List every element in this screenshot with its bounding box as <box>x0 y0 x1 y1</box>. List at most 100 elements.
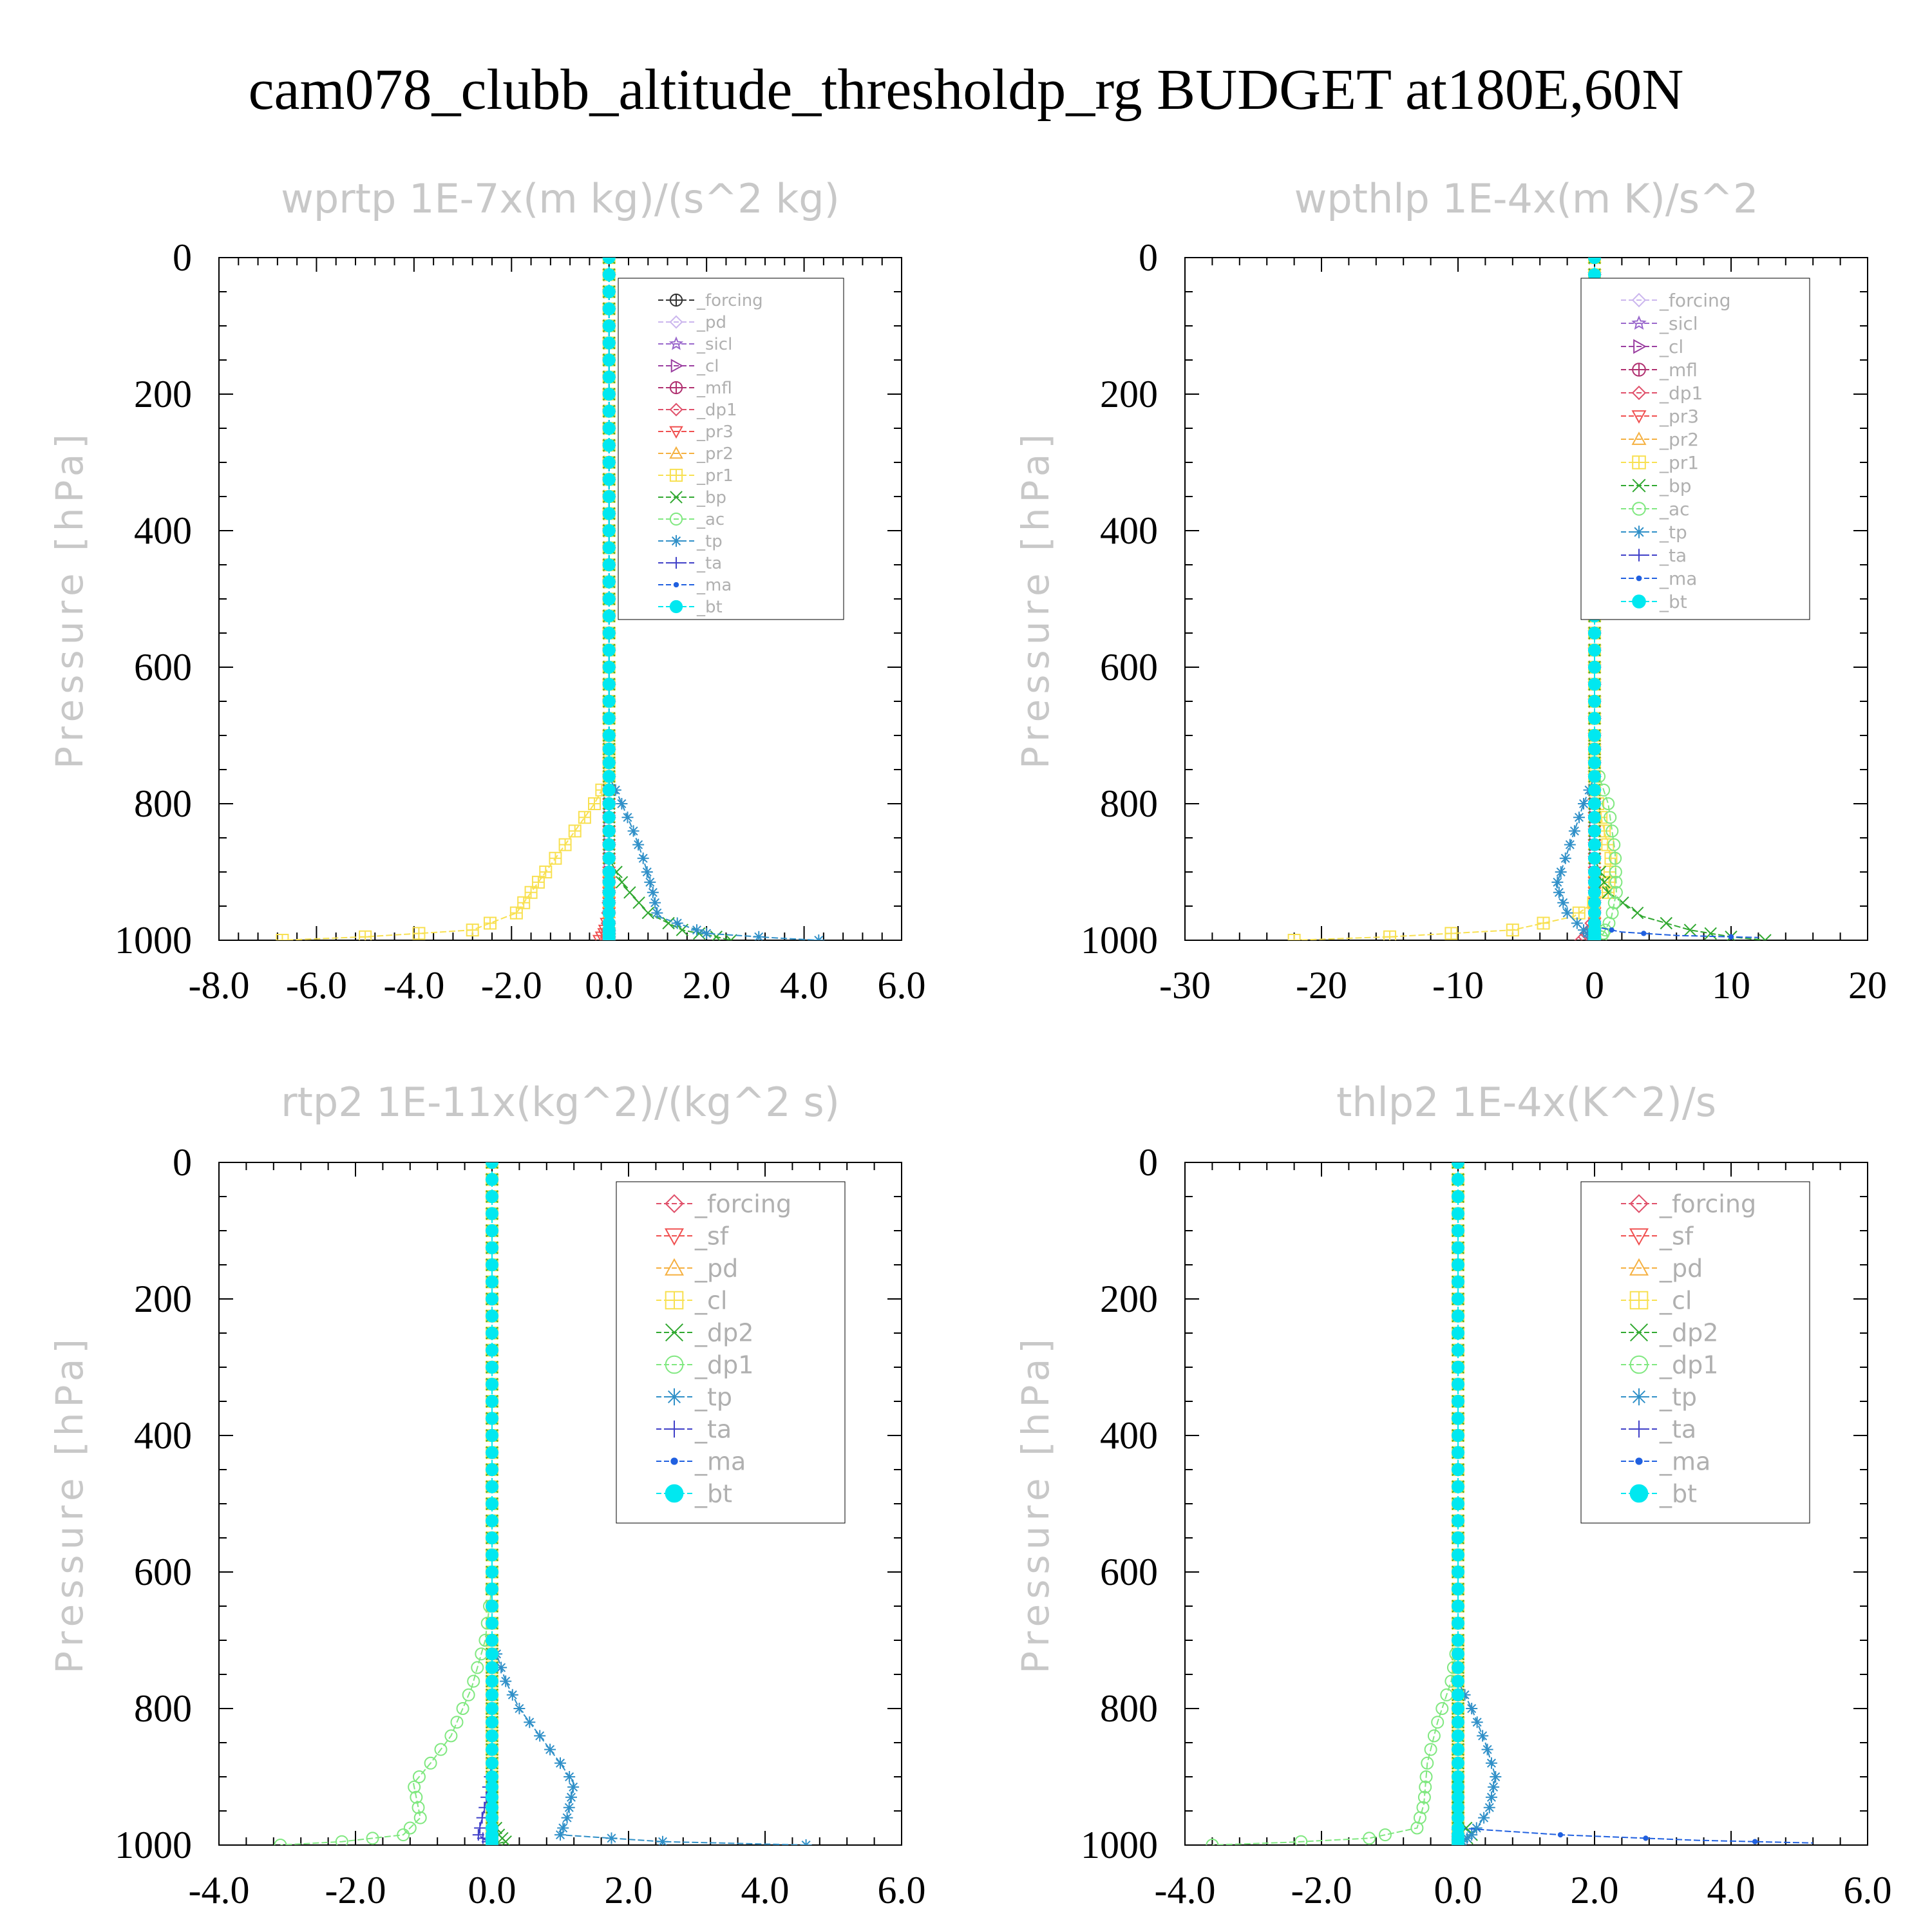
legend-label: _bt <box>1659 1479 1697 1508</box>
series-bt-point <box>602 456 616 469</box>
y-tick-label: 800 <box>1100 1687 1158 1730</box>
series-bt-point <box>1452 1429 1464 1442</box>
legend-swatch-marker <box>1631 292 1647 308</box>
legend-label: _ta <box>1659 545 1687 566</box>
series-tp-point <box>627 825 639 837</box>
series-bt-point <box>1452 1258 1464 1271</box>
series-bt-point <box>1452 1634 1464 1647</box>
series-bt-point <box>1452 1531 1464 1544</box>
series-bt-point <box>602 258 616 264</box>
series-ac-point <box>1605 824 1619 838</box>
series-bt-point <box>602 712 616 725</box>
series-pr1-point <box>578 811 591 824</box>
series-dp1-line <box>1212 1162 1459 1845</box>
legend-swatch-marker <box>1633 549 1645 562</box>
series-bp-point <box>632 896 645 909</box>
x-tick-label: -2.0 <box>1291 1869 1352 1911</box>
series-tp-point <box>1485 1791 1497 1803</box>
series-tp-point <box>1559 852 1571 864</box>
series-bt-point <box>602 643 616 657</box>
legend-swatch-marker <box>1631 410 1647 424</box>
y-tick-label: 200 <box>134 1278 192 1320</box>
legend-label: _pr3 <box>696 422 734 442</box>
series-bt-point <box>1452 1548 1464 1562</box>
series-ma-point <box>1643 1835 1649 1841</box>
legend-label: _cl <box>1659 1286 1692 1314</box>
series-dp1-point <box>1574 933 1588 940</box>
series-bt-point <box>1452 1514 1464 1528</box>
series-pr3-point <box>592 934 607 940</box>
legend-label: _bp <box>696 488 726 507</box>
x-tick-label: -4.0 <box>383 964 444 1007</box>
legend-swatch-marker <box>1632 478 1646 493</box>
series-bt-point <box>602 541 616 554</box>
series-bt-point <box>1452 1661 1464 1674</box>
series-pr1-point <box>1383 930 1396 940</box>
series-bt-point <box>602 609 616 623</box>
series-ma-point <box>1641 931 1647 936</box>
series-bt-point <box>1452 1395 1464 1408</box>
series-tp-point <box>691 924 703 936</box>
legend-swatch-marker <box>673 582 679 588</box>
series-ac-point <box>1609 886 1623 899</box>
legend-item: _forcing <box>1621 290 1731 311</box>
series-bt-point <box>1452 1616 1464 1630</box>
legend-item: _pr2 <box>1621 429 1699 450</box>
series-bt-point <box>602 336 616 350</box>
x-tick-label: 6.0 <box>1844 1869 1892 1911</box>
legend: _forcing_sicl_cl_mfl_dp1_pr3_pr2_pr1_bp_… <box>1580 278 1810 620</box>
legend-label: _ma <box>1659 1447 1710 1475</box>
x-tick-label: -20 <box>1296 964 1347 1007</box>
legend-label: _bt <box>696 598 723 617</box>
legend-item: _ac <box>658 510 724 529</box>
legend-label: _ac <box>1659 498 1690 520</box>
y-tick-label: 800 <box>134 1687 192 1730</box>
y-tick-label: 600 <box>1100 646 1158 688</box>
series-tp-point <box>647 886 659 898</box>
legend-swatch-marker <box>1632 594 1646 609</box>
x-tick-label: 20 <box>1848 964 1887 1007</box>
series-bp-point <box>710 930 723 940</box>
series-pr1-point <box>1572 906 1586 920</box>
series-bt-point <box>1452 1343 1464 1357</box>
legend-label: _ma <box>1659 568 1697 589</box>
y-tick-label: 400 <box>134 1414 192 1457</box>
y-tick-label: 1000 <box>115 1824 192 1866</box>
legend-item: _sicl <box>658 335 732 354</box>
series-bp-point <box>1631 906 1644 920</box>
series-tp-point <box>1551 876 1564 888</box>
legend-swatch-marker <box>1632 502 1646 516</box>
series-bt-point <box>1452 1327 1464 1340</box>
series-bt-point <box>602 422 616 435</box>
legend-label: _pr1 <box>1659 452 1699 473</box>
legend-swatch-marker <box>1630 1388 1648 1406</box>
series-tp-point <box>701 927 713 940</box>
legend-label: _sf <box>1659 1222 1694 1250</box>
series-tp-point <box>632 838 645 851</box>
y-axis-label: Pressure [hPa] <box>48 429 91 769</box>
legend-label: _ta <box>1659 1415 1696 1443</box>
x-tick-label: 4.0 <box>780 964 828 1007</box>
legend-swatch-marker <box>669 600 683 614</box>
series-bt-point <box>602 824 616 838</box>
y-tick-label: 1000 <box>115 919 192 961</box>
series-bt-point <box>602 524 616 537</box>
legend-label: _pd <box>1659 1254 1703 1282</box>
legend-item: _sicl <box>1621 313 1698 334</box>
series-bt-point <box>602 592 616 605</box>
x-tick-label: 0.0 <box>1434 1869 1482 1911</box>
series-bt-point <box>602 404 616 418</box>
series-tp-point <box>671 917 683 929</box>
series-dp1-point <box>1435 1702 1449 1715</box>
series-bt-point <box>602 575 616 589</box>
y-tick-label: 0 <box>173 236 192 279</box>
series-tp-point <box>1555 866 1567 878</box>
series-bt-point <box>602 851 616 865</box>
series-ac-point <box>1607 838 1621 851</box>
series-bt-point <box>1452 1463 1464 1476</box>
legend-swatch-marker <box>1632 455 1646 469</box>
series-tp-point <box>1561 907 1573 919</box>
series-bt-point <box>602 439 616 452</box>
series-bt-point <box>1452 1743 1464 1756</box>
legend-item: _tp <box>1621 522 1687 543</box>
